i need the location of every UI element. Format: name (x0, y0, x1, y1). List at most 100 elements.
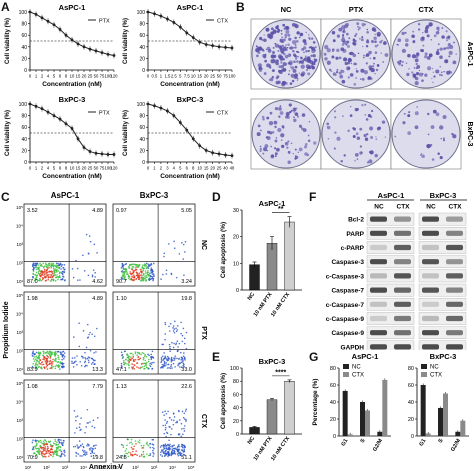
flow-event (171, 341, 173, 344)
colony (292, 152, 294, 155)
flow-event (36, 262, 39, 265)
flow-event (41, 278, 44, 281)
data-point (159, 106, 163, 110)
data-point (28, 10, 32, 14)
colony (294, 36, 297, 40)
data-point (211, 151, 215, 155)
flow-event (89, 349, 92, 352)
colony (305, 68, 309, 72)
protein-band (370, 287, 387, 293)
flow-plot-frame (23, 203, 107, 287)
colony (272, 29, 277, 34)
colony (359, 151, 363, 155)
colony (263, 34, 265, 36)
flow-event (131, 357, 134, 360)
flow-event (78, 426, 81, 429)
flow-event (124, 362, 126, 364)
flow-event (145, 362, 147, 365)
colony (420, 153, 423, 155)
colony (353, 127, 356, 131)
category-label: S (360, 438, 367, 444)
flow-event (120, 270, 123, 273)
colony (287, 53, 292, 58)
protein-band (394, 301, 411, 307)
x-tick-label: 10³ (62, 465, 69, 470)
flow-event (44, 276, 47, 279)
flow-event (41, 452, 43, 454)
panel-label-a: A (1, 0, 10, 14)
flow-event (51, 451, 53, 454)
quadrant-ll-value: 87.0 (27, 279, 38, 285)
category-label: G2/M (372, 438, 384, 453)
flow-event (48, 276, 51, 278)
colony (412, 73, 417, 78)
y-tick-label: 10⁴ (16, 400, 23, 405)
flow-event (45, 269, 48, 272)
colony (271, 75, 275, 79)
flow-event (132, 366, 135, 368)
flow-event (131, 448, 134, 450)
flow-event (175, 276, 178, 279)
flow-event (171, 367, 173, 369)
colony (265, 27, 270, 32)
colony (435, 30, 440, 35)
flow-event (55, 443, 57, 445)
flow-event (76, 415, 79, 417)
colony (428, 53, 433, 58)
flow-event (123, 273, 126, 276)
y-tick-label: 0 (333, 434, 336, 440)
flow-event (96, 417, 99, 419)
flow-event (185, 419, 187, 421)
colony (363, 54, 365, 57)
flow-event (164, 450, 166, 453)
flow-event (168, 243, 170, 245)
y-tick-label: 10³ (16, 242, 23, 247)
flow-event (52, 264, 54, 266)
bar (382, 379, 388, 436)
colony (307, 72, 311, 76)
flow-event (61, 270, 64, 273)
colony (302, 46, 307, 50)
colony (348, 37, 351, 40)
flow-event (136, 351, 139, 354)
colony (439, 74, 441, 76)
flow-event (34, 440, 37, 442)
flow-event (32, 358, 35, 360)
colony (299, 124, 301, 127)
colony (287, 150, 291, 154)
flow-event (135, 271, 138, 274)
colony (424, 73, 428, 77)
colony (422, 44, 425, 47)
flow-event (76, 444, 78, 446)
y-tick-label: 80 (330, 366, 336, 372)
colony (374, 72, 376, 75)
flow-event (138, 274, 141, 276)
colony (297, 56, 299, 58)
flow-event (164, 426, 167, 429)
flow-event (125, 353, 128, 356)
flow-event (152, 446, 154, 449)
blot-strip (418, 241, 467, 254)
flow-event (149, 356, 152, 358)
colony (414, 125, 419, 130)
category-label: G1 (341, 438, 350, 447)
colony (407, 131, 412, 135)
y-tick-label: 40 (139, 137, 145, 143)
flow-event (139, 357, 142, 360)
colony (266, 63, 271, 68)
flow-event (163, 252, 166, 255)
flow-event (44, 446, 47, 448)
flow-event (160, 361, 163, 363)
colony (303, 42, 308, 46)
flow-event (63, 264, 66, 266)
bar (342, 390, 348, 436)
colony (352, 52, 355, 55)
quadrant-ur-value: 5.05 (181, 208, 192, 214)
colony (452, 60, 457, 65)
flow-event (184, 241, 187, 243)
flow-event (82, 445, 85, 448)
flow-event (148, 354, 150, 357)
flow-event (123, 455, 125, 458)
legend-label: PTX (99, 111, 110, 117)
flow-event (84, 365, 86, 368)
